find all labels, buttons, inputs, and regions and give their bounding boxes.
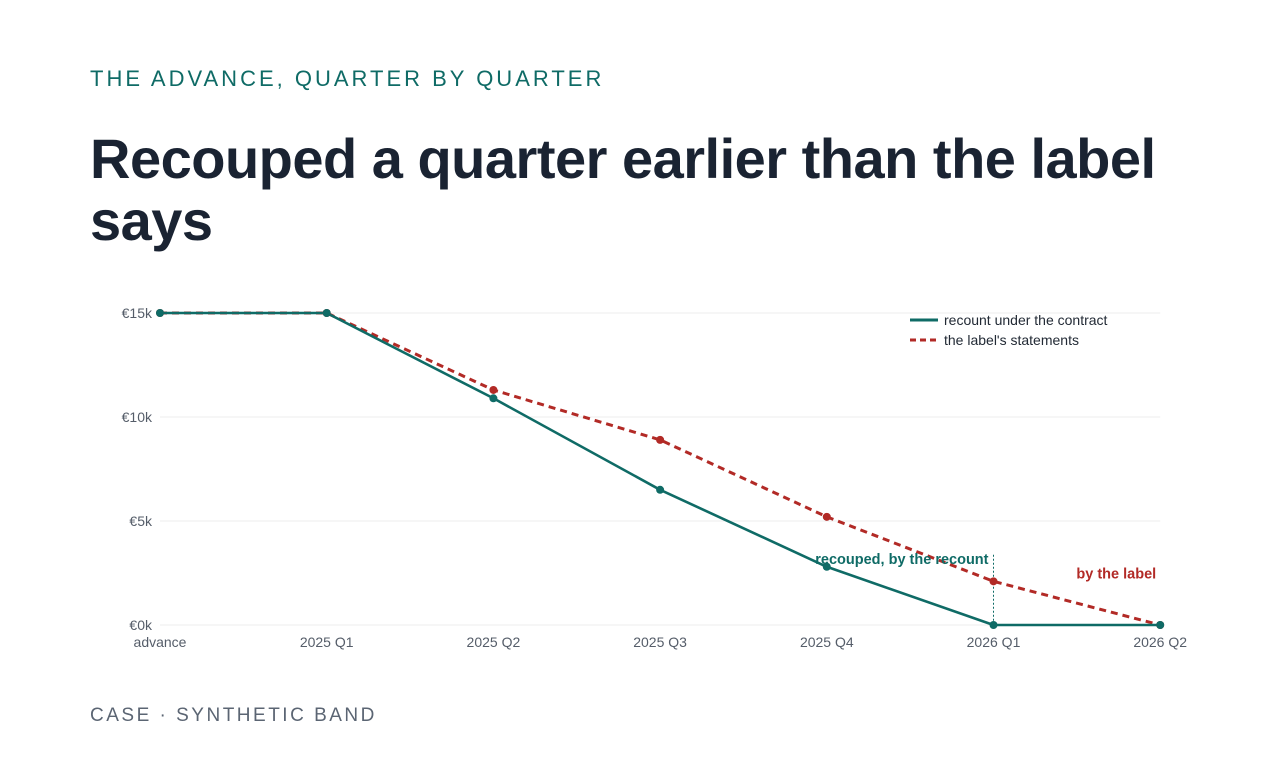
recount-point — [1156, 621, 1165, 629]
legend-label: the label's statements — [944, 332, 1079, 348]
y-tick-label: €15k — [122, 305, 153, 321]
label-statements-point — [989, 577, 998, 586]
chart-title: Recouped a quarter earlier than the labe… — [90, 127, 1156, 252]
x-axis-ticks: advance 2025 Q1 2025 Q2 2025 Q3 2025 Q4 2026 … — [134, 634, 1188, 650]
recount-point — [822, 562, 831, 571]
x-tick-label: 2025 Q2 — [467, 634, 521, 650]
annotation-labels: recouped, by the recount by the label — [815, 552, 1156, 583]
chart-area: €0k €5k €10k €15k advance 2025 Q1 2025 Q2 2025… — [0, 290, 1280, 660]
x-tick-label: 2025 Q1 — [300, 634, 354, 650]
series-lines — [160, 311, 1161, 627]
label-statements-point — [822, 512, 831, 521]
recount-point — [156, 309, 164, 317]
y-tick-label: €10k — [122, 409, 153, 425]
x-tick-label: 2025 Q3 — [633, 634, 687, 650]
recount-point — [322, 309, 331, 317]
recount-point — [489, 394, 498, 403]
label-statements-point — [489, 385, 498, 394]
y-axis-ticks: €0k €5k €10k €15k — [122, 305, 153, 633]
y-tick-label: €0k — [129, 617, 153, 633]
chart-kicker: THE ADVANCE, QUARTER BY QUARTER — [90, 66, 605, 91]
gridlines — [160, 312, 1161, 626]
chart-legend: recount under the contract the label's st… — [910, 312, 1108, 348]
recount-point — [656, 485, 665, 494]
x-tick-label: 2025 Q4 — [800, 634, 854, 650]
annotation-label: by the label — [1076, 566, 1156, 582]
series-points — [156, 309, 1165, 629]
legend-label: recount under the contract — [944, 312, 1108, 328]
label-statements-series-line — [160, 311, 1161, 627]
y-tick-label: €5k — [129, 513, 153, 529]
x-tick-label: 2026 Q1 — [967, 634, 1021, 650]
x-tick-label: 2026 Q2 — [1133, 634, 1187, 650]
recount-series-line — [160, 311, 1161, 627]
source-footer: CASE · SYNTHETIC BAND — [90, 705, 377, 726]
x-tick-label: advance — [134, 634, 187, 650]
recount-point — [989, 621, 998, 629]
annotation-recount: recouped, by the recount — [815, 552, 988, 568]
line-chart: €0k €5k €10k €15k advance 2025 Q1 2025 Q2 2025… — [122, 305, 1188, 650]
label-statements-point — [656, 435, 665, 444]
